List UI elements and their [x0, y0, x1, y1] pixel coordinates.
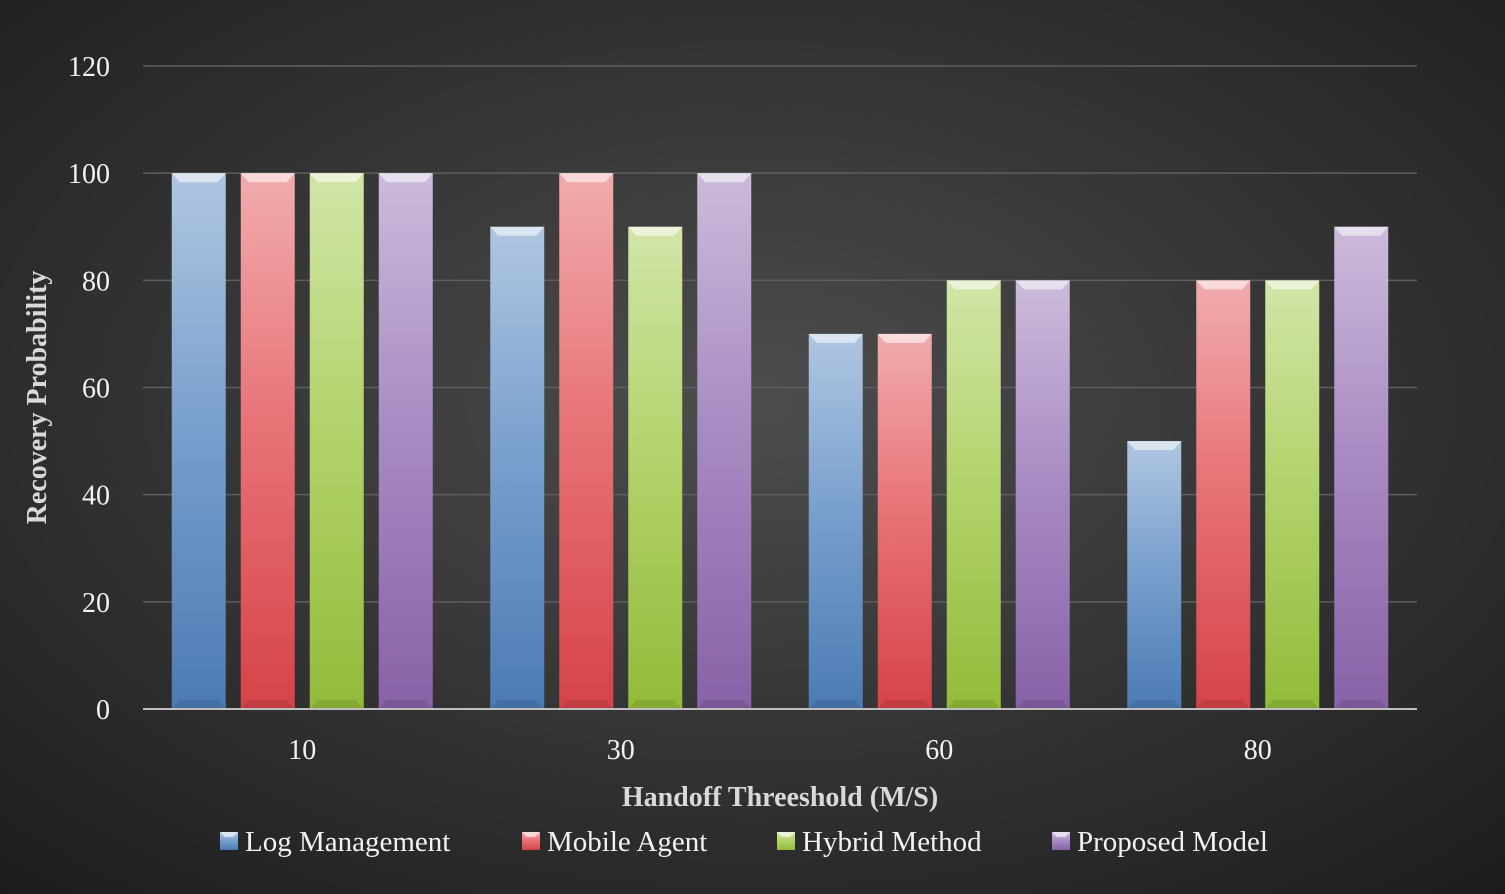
bar-body: [171, 173, 226, 709]
bar-bevel: [1127, 441, 1182, 451]
bar-body: [1265, 280, 1320, 709]
bar: [1334, 226, 1389, 709]
bar-bevel: [490, 226, 545, 236]
y-tick-label: 0: [96, 695, 110, 726]
bar: [559, 173, 614, 709]
bar-bevel: [1015, 700, 1070, 709]
y-tick-label: 80: [82, 266, 110, 297]
bar: [378, 173, 433, 709]
bar-bevel: [309, 700, 364, 709]
bar-body: [490, 226, 545, 709]
bar-body: [309, 173, 364, 709]
bar-body: [946, 280, 1001, 709]
legend-swatch-bevel: [1052, 832, 1070, 837]
bar: [946, 280, 1001, 709]
x-axis-ticks: 10 30 60 80: [288, 735, 1272, 766]
bar: [490, 226, 545, 709]
bar-body: [808, 333, 863, 709]
bar: [1265, 280, 1320, 709]
bar-bevel: [309, 173, 364, 183]
bar-bevel: [1127, 700, 1182, 709]
bar-bevel: [1196, 280, 1251, 290]
bar-bevel: [808, 700, 863, 709]
bar-bevel: [877, 333, 932, 343]
bar: [877, 333, 932, 709]
bar-bevel: [1334, 226, 1389, 236]
bar-bevel: [697, 173, 752, 183]
bar-body: [1334, 226, 1389, 709]
legend-label: Proposed Model: [1077, 826, 1268, 858]
bar-bevel: [559, 700, 614, 709]
y-tick-label: 60: [82, 374, 110, 405]
y-tick-label: 40: [82, 481, 110, 512]
legend-swatch-bevel: [522, 832, 540, 837]
legend-swatch-bevel: [777, 832, 795, 837]
bar-bevel: [1196, 700, 1251, 709]
legend-swatch-bevel: [220, 832, 238, 837]
bar-body: [240, 173, 295, 709]
y-axis-title: Recovery Probability: [22, 271, 53, 525]
bar-body: [1127, 441, 1182, 709]
x-tick-label: 10: [288, 735, 316, 766]
bar-body: [1015, 280, 1070, 709]
y-tick-label: 120: [68, 52, 110, 83]
bar-bevel: [171, 700, 226, 709]
x-tick-label: 80: [1244, 735, 1272, 766]
legend-item: Mobile Agent: [522, 826, 707, 858]
bar: [171, 173, 226, 709]
bar-body: [559, 173, 614, 709]
bar: [808, 333, 863, 709]
bar-bevel: [697, 700, 752, 709]
bar: [309, 173, 364, 709]
bar-bevel: [378, 700, 433, 709]
bar-bevel: [1015, 280, 1070, 290]
bar-bevel: [490, 700, 545, 709]
bar-body: [378, 173, 433, 709]
bar-bevel: [877, 700, 932, 709]
bar: [240, 173, 295, 709]
bar-body: [877, 333, 932, 709]
bar-bevel: [946, 700, 1001, 709]
bar-body: [697, 173, 752, 709]
bar-bevel: [808, 333, 863, 343]
bar-bevel: [559, 173, 614, 183]
bar-bevel: [628, 700, 683, 709]
y-tick-label: 100: [68, 159, 110, 190]
legend-label: Mobile Agent: [547, 826, 707, 858]
bar: [1127, 441, 1182, 709]
x-tick-label: 60: [925, 735, 953, 766]
bar: [697, 173, 752, 709]
bar-body: [628, 226, 683, 709]
legend-item: Hybrid Method: [777, 826, 982, 858]
bar-bevel: [1265, 700, 1320, 709]
bar-bevel: [1265, 280, 1320, 290]
bar-bevel: [946, 280, 1001, 290]
bar: [628, 226, 683, 709]
bar-bevel: [240, 700, 295, 709]
y-tick-label: 20: [82, 588, 110, 619]
bar: [1015, 280, 1070, 709]
y-axis-ticks: 0 20 40 60 80 100 120: [68, 52, 110, 726]
bar: [1196, 280, 1251, 709]
x-tick-label: 30: [607, 735, 635, 766]
bar-bevel: [628, 226, 683, 236]
bars: [171, 173, 1389, 709]
bar-bevel: [1334, 700, 1389, 709]
legend-label: Hybrid Method: [802, 826, 982, 858]
legend: Log Management Mobile Agent Hybrid Method P…: [220, 826, 1268, 858]
legend-item: Log Management: [220, 826, 450, 858]
legend-item: Proposed Model: [1052, 826, 1268, 858]
bar-bevel: [378, 173, 433, 183]
x-axis-title: Handoff Threeshold (M/S): [622, 782, 938, 813]
bar-bevel: [240, 173, 295, 183]
bar-body: [1196, 280, 1251, 709]
bar-bevel: [171, 173, 226, 183]
legend-label: Log Management: [245, 826, 450, 858]
